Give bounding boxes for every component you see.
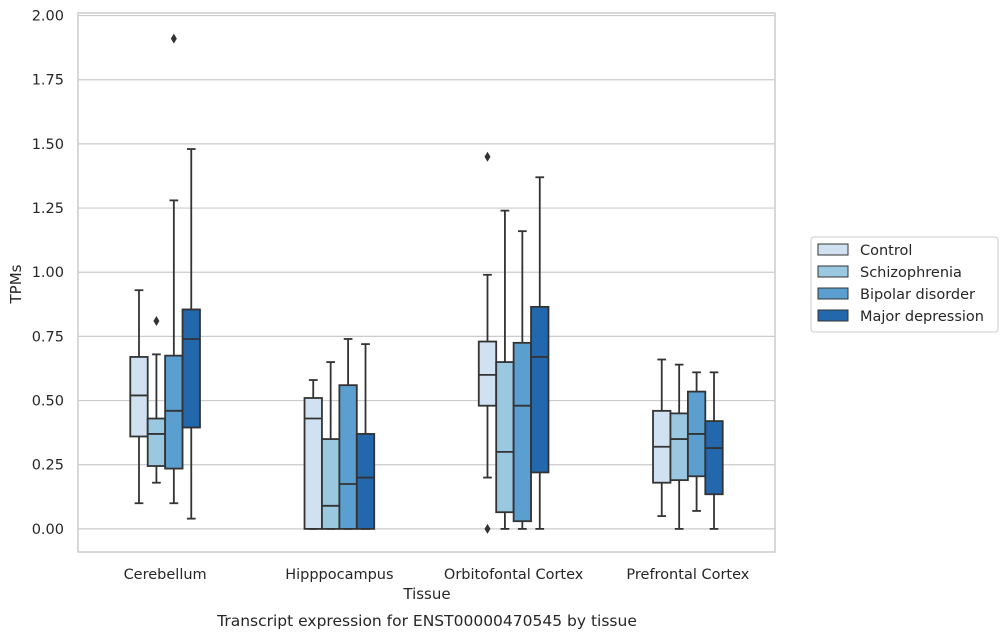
legend-swatch: [817, 243, 849, 256]
x-tick-label: Cerebellum: [124, 567, 207, 583]
outlier-point: [484, 523, 491, 534]
boxes: [129, 33, 724, 534]
x-tick-labels: Cerebellum Hipppocampus Orbitofontal Corte…: [124, 567, 750, 583]
box: [321, 438, 341, 530]
outlier-point: [153, 316, 160, 326]
box: [355, 433, 376, 530]
outlier-point: [170, 33, 177, 44]
legend-item: Schizophrenia: [817, 265, 962, 281]
box-group: [704, 371, 724, 530]
box-group: [303, 379, 323, 530]
box: [146, 417, 167, 467]
box-group: [164, 33, 184, 505]
box: [164, 354, 184, 470]
legend-label: Bipolar disorder: [860, 287, 975, 303]
box: [129, 356, 149, 438]
box-group: [652, 358, 672, 517]
box: [669, 412, 689, 482]
y-tick-label: 1.00: [32, 265, 64, 281]
legend-label: Schizophrenia: [860, 265, 962, 281]
y-tick-label: 1.25: [32, 201, 64, 217]
x-tick-label: Hipppocampus: [285, 567, 393, 583]
legend-swatch: [817, 287, 849, 300]
box-group: [181, 148, 201, 520]
legend-swatch: [817, 309, 849, 322]
box-group: [495, 209, 515, 530]
legend-label: Control: [860, 243, 912, 259]
y-tick-label: 0.00: [32, 522, 64, 538]
box: [704, 420, 724, 496]
box: [477, 340, 498, 407]
legend-swatch: [817, 265, 849, 278]
box-group: [338, 338, 358, 530]
plot-frame: [77, 12, 776, 553]
box: [338, 384, 358, 530]
box-group: [477, 151, 498, 534]
box-group: [686, 371, 707, 512]
legend-label: Major depression: [860, 309, 984, 325]
box-group: [512, 230, 532, 530]
x-tick-label: Orbitofontal Cortex: [444, 567, 584, 583]
box-group: [146, 316, 167, 484]
legend-item: Bipolar disorder: [817, 287, 975, 303]
x-axis-label: Tissue: [402, 585, 450, 603]
legend: Control Schizophrenia Bipolar disorder Majo…: [810, 236, 999, 333]
y-axis-label: TPMs: [7, 264, 25, 304]
y-tick-label: 0.75: [32, 329, 64, 345]
box-group: [321, 361, 341, 530]
box: [181, 308, 201, 429]
box-group: [129, 289, 149, 505]
box: [530, 305, 550, 474]
y-tick-label: 1.50: [32, 137, 64, 153]
y-tick-label: 2.00: [32, 9, 64, 25]
legend-item: Major depression: [817, 309, 984, 325]
box-group: [530, 176, 550, 530]
chart-caption: Transcript expression for ENST0000047054…: [216, 612, 637, 630]
y-tick-label: 1.75: [32, 73, 64, 89]
legend-frame: [810, 236, 999, 333]
y-tick-label: 0.25: [32, 458, 64, 474]
y-tick-label: 0.50: [32, 394, 64, 410]
legend-items: Control Schizophrenia Bipolar disorder Majo…: [817, 243, 984, 325]
y-tick-labels: 0.00 0.25 0.50 0.75 1.00 1.25 1.50 1.75 2.00: [32, 9, 64, 538]
box: [495, 361, 515, 514]
box: [512, 341, 532, 523]
box-group: [355, 343, 376, 530]
legend-item: Control: [817, 243, 912, 259]
outlier-point: [484, 151, 491, 162]
box-group: [669, 363, 689, 530]
x-tick-label: Prefrontal Cortex: [626, 567, 749, 583]
